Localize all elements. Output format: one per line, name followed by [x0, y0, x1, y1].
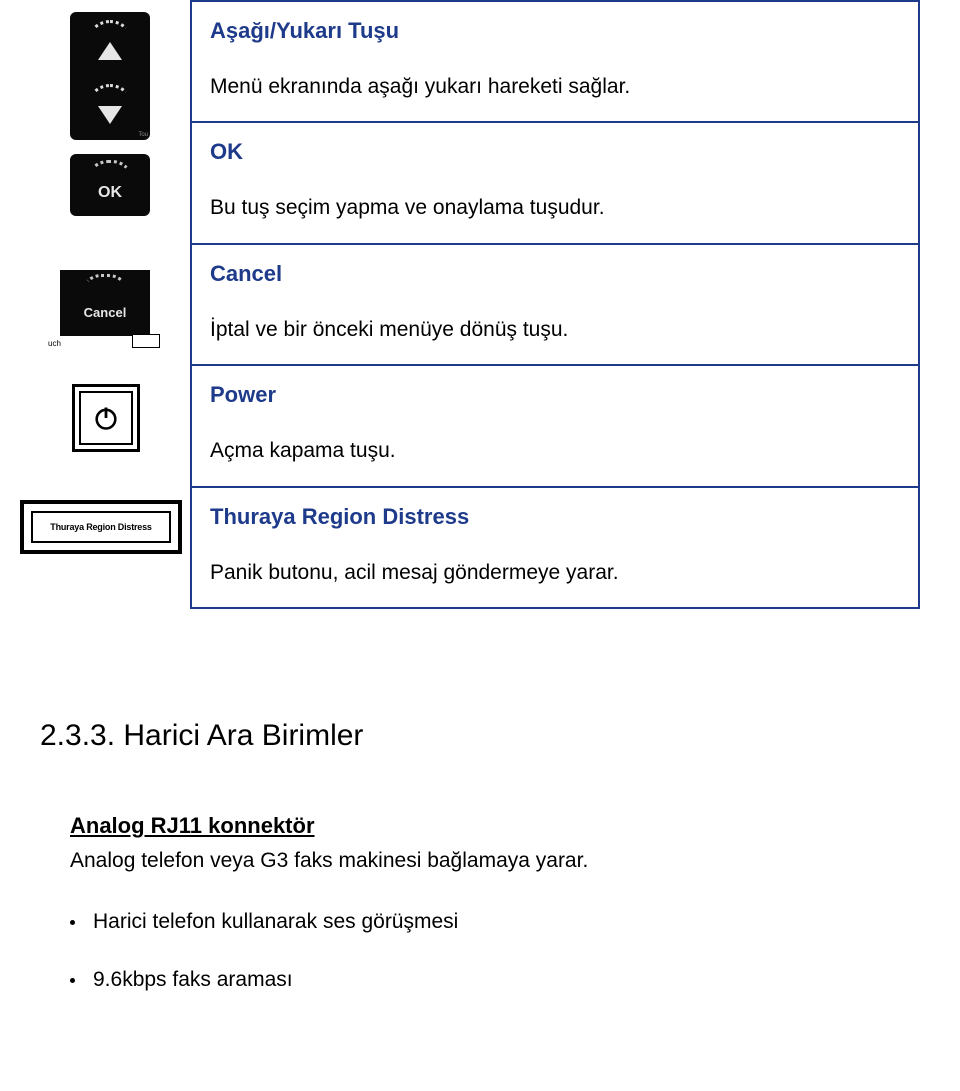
section-heading: 2.3.3. Harici Ara Birimler	[40, 719, 960, 753]
bullet-dot-icon	[70, 920, 75, 925]
row-updown-desc: Menü ekranında aşağı yukarı hareketi sağ…	[210, 72, 900, 101]
row-ok-desc: Bu tuş seçim yapma ve onaylama tuşudur.	[210, 193, 900, 222]
bullet-dot-icon	[70, 978, 75, 983]
row-cancel-desc: İptal ve bir önceki menüye dönüş tuşu.	[210, 315, 900, 344]
cancel-bottom-blank	[132, 334, 160, 348]
power-key-icon	[72, 384, 140, 452]
row-updown: Aşağı/Yukarı Tuşu Menü ekranında aşağı y…	[192, 2, 918, 121]
bullet-2: 9.6kbps faks araması	[70, 968, 960, 992]
distress-label: Thuraya Region Distress	[50, 522, 151, 532]
row-ok: OK Bu tuş seçim yapma ve onaylama tuşudu…	[192, 121, 918, 242]
bullet-1: Harici telefon kullanarak ses görüşmesi	[70, 910, 960, 934]
power-icon	[92, 404, 120, 432]
distress-key-icon: Thuraya Region Distress	[20, 500, 182, 554]
up-down-key-icon: Tou	[70, 12, 150, 140]
updown-corner-text: Tou	[138, 132, 148, 138]
cancel-label: Cancel	[84, 305, 127, 320]
keys-table: Aşağı/Yukarı Tuşu Menü ekranında aşağı y…	[190, 0, 920, 609]
ok-key-icon: OK	[70, 154, 150, 216]
cancel-key-icon: Cancel uch	[60, 270, 150, 336]
bullet-1-text: Harici telefon kullanarak ses görüşmesi	[93, 910, 458, 934]
bullet-2-text: 9.6kbps faks araması	[93, 968, 293, 992]
connector-heading: Analog RJ11 konnektör	[70, 813, 960, 839]
row-power-desc: Açma kapama tuşu.	[210, 436, 900, 465]
ok-label: OK	[98, 184, 122, 202]
row-cancel-title: Cancel	[210, 261, 900, 287]
row-ok-title: OK	[210, 139, 900, 165]
cancel-bottom-left: uch	[48, 339, 61, 348]
row-distress-title: Thuraya Region Distress	[210, 504, 900, 530]
row-updown-title: Aşağı/Yukarı Tuşu	[210, 18, 900, 44]
row-power-title: Power	[210, 382, 900, 408]
row-power: Power Açma kapama tuşu.	[192, 364, 918, 485]
row-distress-desc: Panik butonu, acil mesaj göndermeye yara…	[210, 558, 900, 587]
row-distress: Thuraya Region Distress Panik butonu, ac…	[192, 486, 918, 607]
row-cancel: Cancel İptal ve bir önceki menüye dönüş …	[192, 243, 918, 364]
connector-desc: Analog telefon veya G3 faks makinesi bağ…	[70, 845, 960, 877]
